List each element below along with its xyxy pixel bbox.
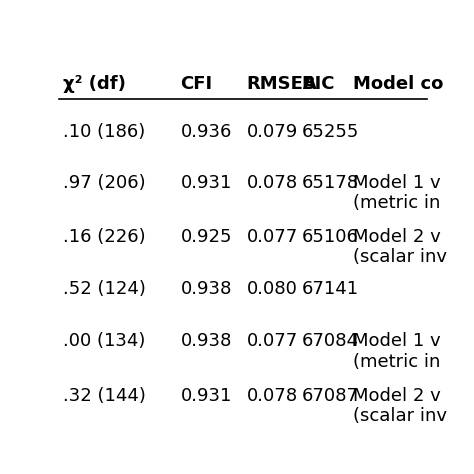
Text: (metric in: (metric in: [353, 353, 440, 371]
Text: 0.931: 0.931: [181, 173, 232, 191]
Text: 0.938: 0.938: [181, 280, 232, 298]
Text: 0.938: 0.938: [181, 332, 232, 350]
Text: 65106: 65106: [301, 228, 358, 246]
Text: 0.078: 0.078: [246, 387, 298, 405]
Text: .97 (206): .97 (206): [63, 173, 146, 191]
Text: Model co: Model co: [353, 75, 444, 93]
Text: .52 (124): .52 (124): [63, 280, 146, 298]
Text: (scalar inv: (scalar inv: [353, 248, 447, 266]
Text: 0.078: 0.078: [246, 173, 298, 191]
Text: 67087: 67087: [301, 387, 359, 405]
Text: 67141: 67141: [301, 280, 359, 298]
Text: 0.936: 0.936: [181, 123, 232, 141]
Text: 0.080: 0.080: [246, 280, 298, 298]
Text: BIC: BIC: [301, 75, 335, 93]
Text: .32 (144): .32 (144): [63, 387, 146, 405]
Text: 0.077: 0.077: [246, 332, 298, 350]
Text: 0.925: 0.925: [181, 228, 232, 246]
Text: Model 1 v: Model 1 v: [353, 173, 441, 191]
Text: 65255: 65255: [301, 123, 359, 141]
Text: 0.079: 0.079: [246, 123, 298, 141]
Text: .10 (186): .10 (186): [63, 123, 145, 141]
Text: 67084: 67084: [301, 332, 359, 350]
Text: Model 2 v: Model 2 v: [353, 387, 441, 405]
Text: Model 2 v: Model 2 v: [353, 228, 441, 246]
Text: 65178: 65178: [301, 173, 359, 191]
Text: .16 (226): .16 (226): [63, 228, 146, 246]
Text: (scalar inv: (scalar inv: [353, 407, 447, 425]
Text: 0.077: 0.077: [246, 228, 298, 246]
Text: RMSEA: RMSEA: [246, 75, 318, 93]
Text: χ² (df): χ² (df): [63, 75, 126, 93]
Text: .00 (134): .00 (134): [63, 332, 146, 350]
Text: Model 1 v: Model 1 v: [353, 332, 441, 350]
Text: (metric in: (metric in: [353, 194, 440, 212]
Text: 0.931: 0.931: [181, 387, 232, 405]
Text: CFI: CFI: [181, 75, 213, 93]
